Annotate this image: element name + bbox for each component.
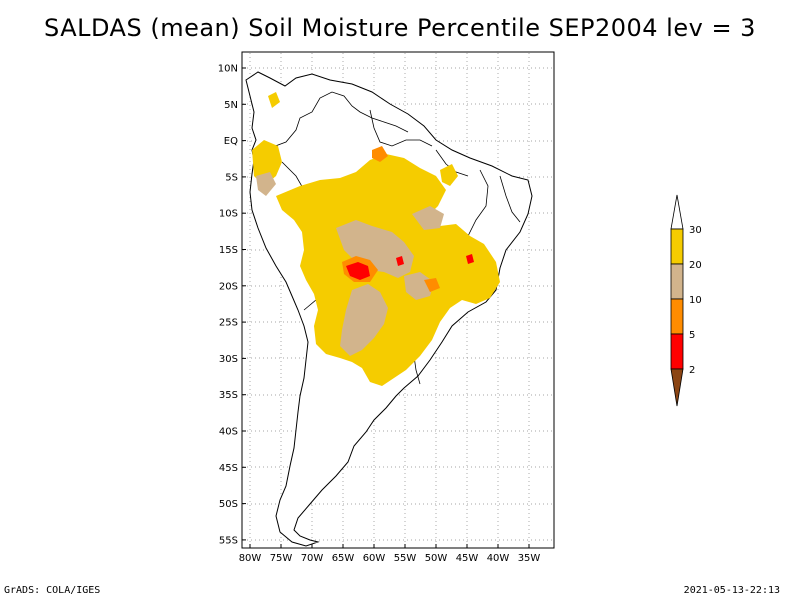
legend-above-30	[670, 194, 684, 230]
lon-tick-label: 35W	[518, 553, 541, 564]
lon-tick-label: 65W	[332, 553, 355, 564]
longitude-labels: 80W 75W 70W 65W 60W 55W 50W 45W 40W 35W	[239, 544, 541, 564]
footer-credit: GrADS: COLA/IGES	[4, 585, 101, 596]
lat-tick-label: 10N	[218, 64, 238, 75]
lon-tick-label: 70W	[301, 553, 324, 564]
lat-tick-label: 25S	[219, 318, 238, 329]
latitude-labels: 10N 5N EQ 5S 10S 15S 20S 25S 30S 35S 40S 45S 50S 55S	[218, 64, 246, 546]
legend-label-5: 5	[689, 330, 695, 341]
legend-below-2	[670, 368, 684, 407]
legend-5-10	[670, 298, 684, 335]
lat-tick-label: 15S	[219, 245, 238, 256]
legend-label-2: 2	[689, 365, 695, 376]
lat-tick-label: 30S	[219, 354, 238, 365]
lat-tick-label: 55S	[219, 535, 238, 546]
color-legend: 30 20 10 5 2	[670, 194, 702, 407]
lon-tick-label: 60W	[363, 553, 386, 564]
legend-label-30: 30	[689, 225, 702, 236]
lat-tick-label: 50S	[219, 499, 238, 510]
lat-tick-label: 45S	[219, 463, 238, 474]
lon-tick-label: 40W	[487, 553, 510, 564]
lat-tick-label: 5N	[224, 100, 238, 111]
lat-tick-label: 35S	[219, 390, 238, 401]
lat-tick-label: 10S	[219, 209, 238, 220]
legend-2-5	[670, 333, 684, 370]
footer-timestamp: 2021-05-13-22:13	[683, 585, 780, 596]
lon-tick-label: 55W	[394, 553, 417, 564]
lat-tick-label: 20S	[219, 281, 238, 292]
lat-tick-label: 5S	[225, 172, 238, 183]
map-title: SALDAS (mean) Soil Moisture Percentile S…	[44, 14, 756, 42]
lat-tick-label: 40S	[219, 427, 238, 438]
legend-label-10: 10	[689, 295, 702, 306]
legend-label-20: 20	[689, 260, 702, 271]
lon-tick-label: 75W	[270, 553, 293, 564]
lon-tick-label: 50W	[425, 553, 448, 564]
legend-10-20	[670, 263, 684, 300]
lat-tick-label: EQ	[224, 136, 238, 147]
legend-20-30	[670, 228, 684, 265]
lon-tick-label: 45W	[456, 553, 479, 564]
lon-tick-label: 80W	[239, 553, 262, 564]
soil-moisture-field	[252, 92, 500, 386]
